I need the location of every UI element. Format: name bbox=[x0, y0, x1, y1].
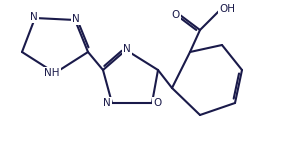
Text: N: N bbox=[72, 14, 80, 24]
Text: O: O bbox=[172, 10, 180, 20]
Text: NH: NH bbox=[44, 68, 60, 78]
Text: N: N bbox=[30, 12, 38, 22]
Text: N: N bbox=[103, 98, 111, 108]
Text: N: N bbox=[123, 44, 131, 54]
Text: OH: OH bbox=[219, 4, 235, 14]
Text: O: O bbox=[153, 98, 161, 108]
